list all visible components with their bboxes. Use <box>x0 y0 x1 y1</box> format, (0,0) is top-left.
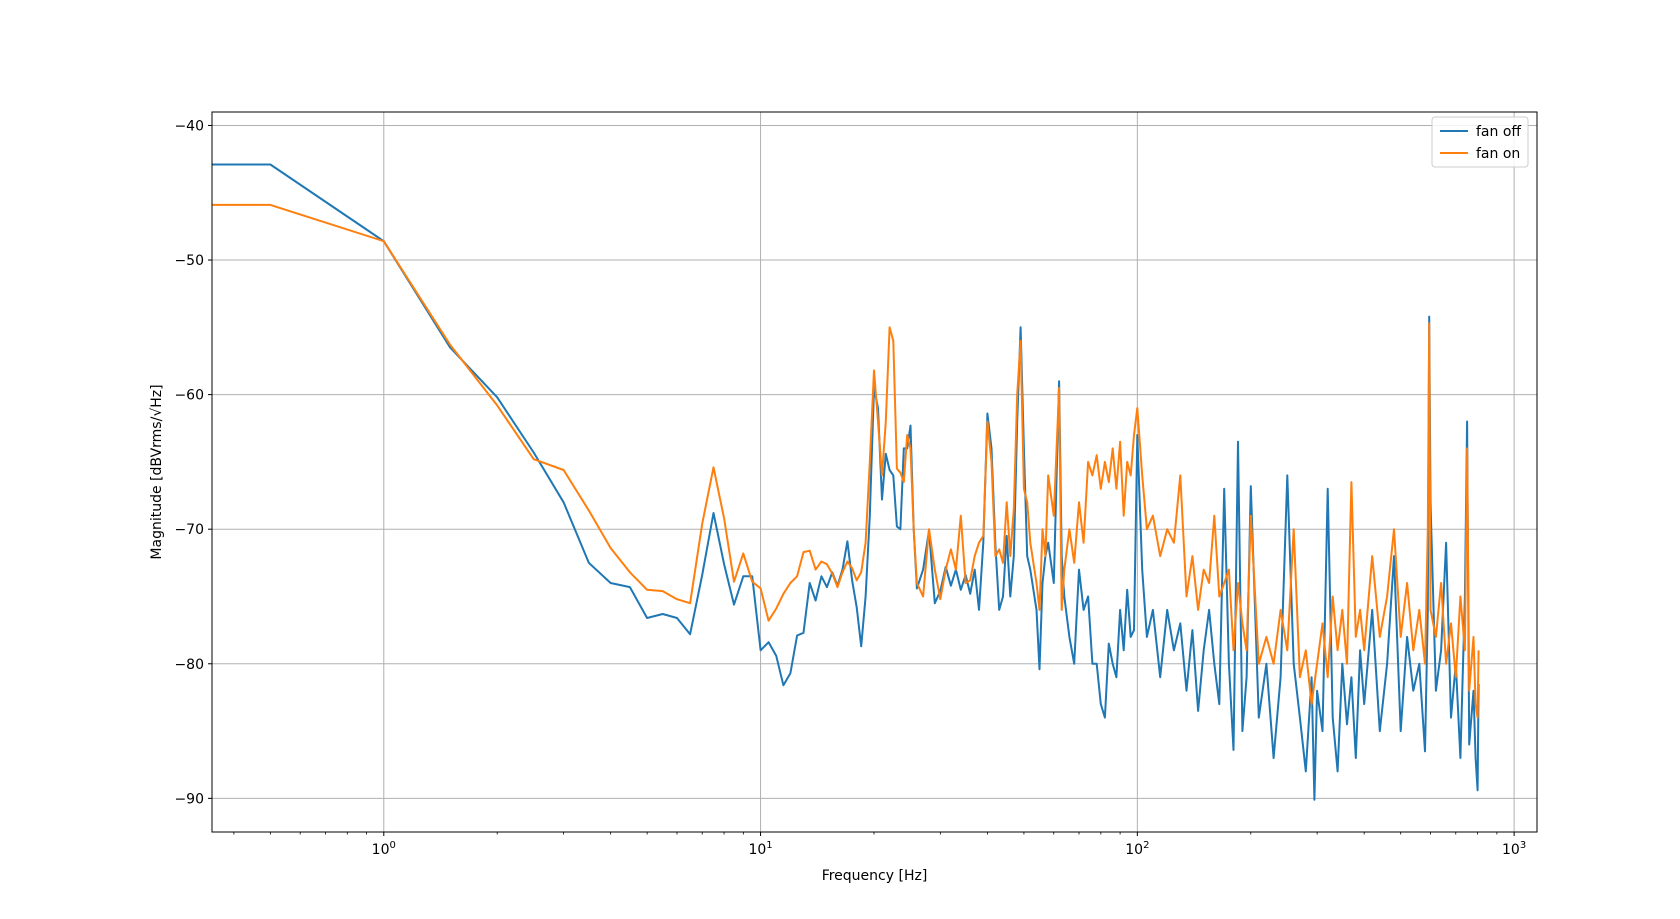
grid <box>212 112 1537 832</box>
y-tick-label: −80 <box>174 657 204 673</box>
y-tick-label: −50 <box>174 253 204 269</box>
legend: fan off fan on <box>1431 116 1529 168</box>
x-tick-label: 100 <box>372 840 396 858</box>
series-layer <box>212 163 1480 801</box>
series-fan-on-line <box>212 203 1480 719</box>
x-tick-label: 103 <box>1502 840 1526 858</box>
y-tick-label: −60 <box>174 388 204 404</box>
legend-box <box>1431 116 1529 168</box>
plot-area <box>211 111 1538 833</box>
legend-entry: fan off <box>1476 124 1521 140</box>
y-tick-label: −90 <box>174 791 204 807</box>
x-axis-label: Frequency [Hz] <box>822 868 928 884</box>
x-tick-label: 101 <box>748 840 772 858</box>
y-tick-label: −70 <box>174 522 204 538</box>
axis-ticks: −40 −50 −60 −70 −80 −90 100 101 102 103 <box>174 118 1526 858</box>
x-tick-label: 102 <box>1125 840 1149 858</box>
y-tick-label: −40 <box>174 118 204 134</box>
legend-entry: fan on <box>1476 146 1520 162</box>
y-axis-label: Magnitude [dBVrms/√Hz] <box>149 384 165 559</box>
